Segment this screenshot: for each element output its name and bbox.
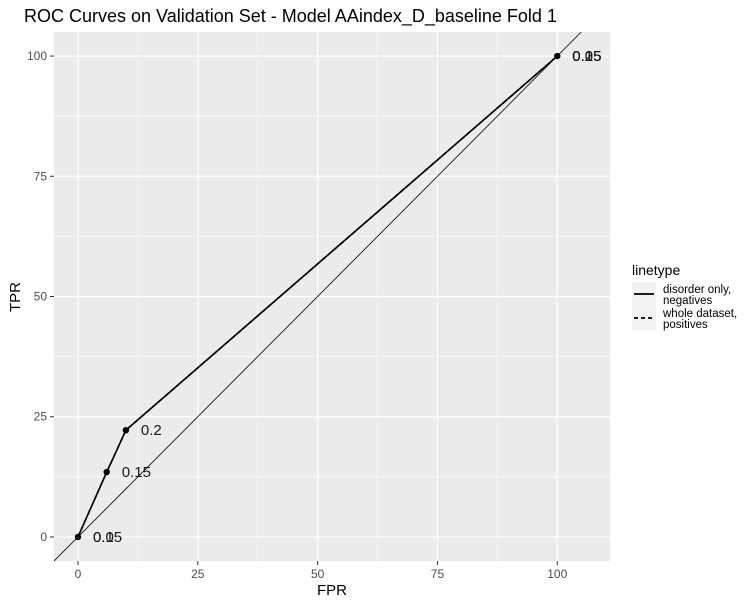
roc-point (554, 52, 561, 60)
legend-label: negatives (663, 295, 712, 307)
x-tick-label: 75 (431, 567, 445, 581)
roc-point (103, 468, 110, 476)
point-label: 0.1 (93, 529, 114, 546)
y-tick-label: 75 (34, 169, 48, 183)
legend-label: whole dataset, (662, 308, 737, 320)
chart-title: ROC Curves on Validation Set - Model AAi… (24, 6, 557, 27)
point-labels: 0.050.150.20.250.10.050.10.15 (93, 48, 602, 546)
roc-point (122, 426, 130, 434)
x-tick-label: 50 (311, 567, 325, 581)
x-axis: 0 25 50 75 100 (75, 561, 568, 581)
legend-label: disorder only, (663, 284, 731, 296)
point-label: 0.25 (572, 48, 601, 65)
point-label: 0.1 (572, 48, 593, 65)
y-tick-label: 100 (27, 49, 47, 63)
roc-line-dashed (77, 55, 558, 538)
x-axis-title: FPR (317, 582, 347, 599)
x-tick-label: 0 (75, 567, 82, 581)
y-axis-title: TPR (7, 282, 24, 312)
point-label: 0.15 (572, 48, 601, 65)
x-tick-label: 100 (547, 567, 567, 581)
roc-point (74, 533, 82, 541)
y-tick-label: 25 (34, 410, 48, 424)
point-label: 0.2 (141, 422, 162, 439)
legend-label: positives (663, 319, 708, 331)
point-label: 0.05 (93, 529, 122, 546)
plot-area (54, 32, 582, 561)
reference-diagonal-line (54, 32, 582, 561)
point-label: 0.15 (122, 464, 151, 481)
y-axis: 0 25 50 75 100 (27, 49, 54, 544)
y-tick-label: 50 (34, 290, 48, 304)
point-label: 0.05 (572, 48, 601, 65)
y-tick-label: 0 (40, 530, 47, 544)
x-tick-label: 25 (191, 567, 205, 581)
legend-title: linetype (632, 262, 680, 278)
